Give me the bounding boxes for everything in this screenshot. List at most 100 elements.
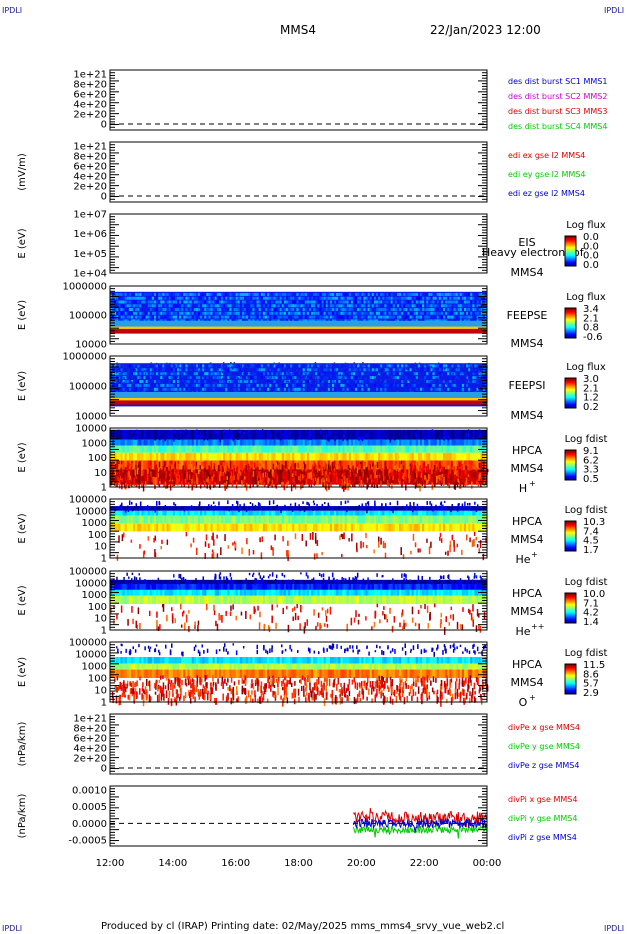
heatmap-cell (317, 304, 320, 308)
heatmap-cell (363, 300, 366, 304)
heatmap-dot (467, 378, 470, 381)
heatmap-cell (135, 304, 138, 308)
heatmap-speckle (189, 460, 191, 466)
heatmap-cell (170, 387, 173, 391)
heatmap-cell (218, 380, 222, 383)
heatmap-dot (288, 369, 290, 372)
heatmap-dot (178, 364, 180, 367)
heatmap-cell (177, 380, 180, 383)
heatmap-cell (139, 304, 142, 308)
heatmap-cell (122, 380, 125, 383)
heatmap-cell (384, 311, 387, 315)
heatmap-cell (365, 308, 368, 312)
heatmap-cell (342, 387, 345, 391)
heatmap-cell (361, 445, 364, 453)
heatmap-cell (202, 383, 205, 387)
heatmap-cell (319, 315, 322, 319)
heatmap-cell (426, 380, 429, 383)
heatmap-dot (446, 382, 448, 385)
heatmap-cell (375, 439, 379, 446)
heatmap-cell (281, 300, 284, 304)
heatmap-cell (478, 429, 482, 440)
heatmap-cell (461, 469, 465, 485)
heatmap-cell (231, 380, 234, 383)
heatmap-speckle (362, 482, 365, 488)
heatmap-cell (296, 292, 299, 296)
heatmap-cell (384, 300, 387, 304)
heatmap-cell (371, 376, 374, 380)
heatmap-cell (233, 439, 236, 446)
heatmap-cell (206, 292, 209, 296)
heatmap-cell (338, 364, 341, 368)
heatmap-cell (334, 380, 337, 383)
heatmap-cell (197, 304, 201, 308)
heatmap-speckle (175, 479, 177, 483)
heatmap-dot (227, 373, 230, 376)
heatmap-cell (466, 292, 469, 296)
heatmap-cell (388, 308, 391, 312)
heatmap-cell (340, 304, 343, 308)
heatmap-dot (254, 376, 257, 379)
heatmap-cell (283, 387, 286, 391)
heatmap-cell (285, 315, 289, 319)
heatmap-cell (447, 429, 450, 440)
heatmap-cell (451, 469, 454, 485)
heatmap-cell (357, 364, 360, 368)
heatmap-cell (202, 300, 205, 304)
heatmap-cell (445, 311, 448, 315)
heatmap-cell (275, 445, 278, 453)
heatmap-speckle (325, 478, 328, 483)
heatmap-cell (396, 460, 400, 470)
heatmap-cell (221, 304, 224, 308)
heatmap-cell (405, 364, 408, 368)
heatmap-cell (237, 315, 240, 319)
heatmap-dot (484, 380, 487, 383)
heatmap-cell (145, 445, 148, 453)
colorbar-cell (565, 332, 576, 334)
heatmap-cell (453, 308, 456, 312)
heatmap-cell (329, 296, 333, 300)
heatmap-speckle (235, 476, 237, 482)
heatmap-cell (449, 429, 452, 440)
heatmap-cell (313, 429, 316, 440)
heatmap-cell (409, 304, 412, 308)
heatmap-cell (424, 452, 427, 461)
heatmap-cell (474, 300, 477, 304)
heatmap-cell (195, 380, 198, 383)
heatmap-cell (187, 376, 190, 380)
heatmap-cell (355, 376, 358, 380)
colorbar-cell (565, 404, 576, 406)
heatmap-cell (369, 300, 372, 304)
heatmap-cell (413, 452, 417, 461)
colorbar-cell (565, 335, 576, 337)
heatmap-cell (436, 300, 439, 304)
heatmap-dot (229, 370, 231, 373)
heatmap-cell (304, 429, 308, 440)
heatmap-cell (269, 383, 272, 387)
heatmap-cell (432, 308, 435, 312)
heatmap-cell (396, 452, 400, 461)
heatmap-speckle (480, 462, 482, 470)
heatmap-cell (306, 429, 310, 440)
heatmap-cell (325, 300, 328, 304)
heatmap-cell (179, 452, 182, 461)
heatmap-cell (445, 292, 448, 296)
heatmap-cell (256, 372, 259, 376)
heatmap-cell (346, 292, 349, 296)
heatmap-speckle (168, 475, 171, 480)
heatmap-cell (195, 383, 198, 387)
heatmap-cell (369, 445, 373, 453)
heatmap-speckle (325, 463, 327, 470)
heatmap-cell (438, 445, 442, 453)
heatmap-speckle (219, 471, 221, 476)
heatmap-cell (195, 372, 198, 376)
heatmap-cell (246, 387, 249, 391)
heatmap-cell (296, 445, 299, 453)
heatmap-cell (145, 376, 148, 380)
colorbar-cell (565, 328, 576, 330)
heatmap-cell (329, 439, 333, 446)
heatmap-cell (445, 296, 448, 300)
colorbar-cell (565, 336, 576, 338)
heatmap-cell (409, 445, 412, 453)
heatmap-cell (302, 315, 305, 319)
